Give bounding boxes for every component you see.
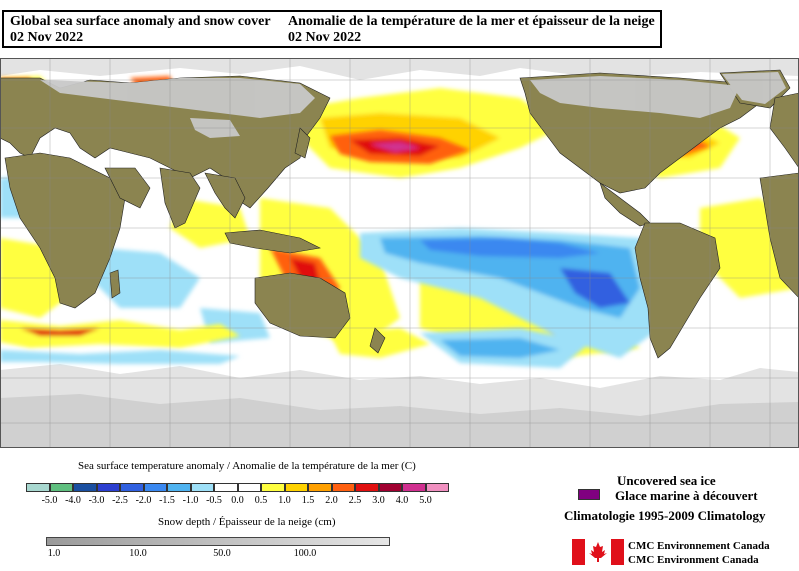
snow-legend-label: Snow depth / Épaisseur de la neige (cm)	[158, 516, 336, 528]
snow-cover	[40, 78, 315, 118]
sst-tick: 0.0	[231, 495, 244, 506]
sst-color-cell	[355, 483, 379, 492]
snow-tick: 10.0	[129, 548, 147, 559]
sst-color-cell	[261, 483, 285, 492]
ice-swatch	[578, 489, 600, 500]
sst-tick: 2.0	[325, 495, 338, 506]
sst-tick: -2.5	[112, 495, 128, 506]
snow-tick: 1.0	[47, 548, 61, 559]
sst-color-cell	[190, 483, 214, 492]
title-en: Global sea surface anomaly and snow cove…	[10, 14, 271, 29]
africa	[4, 152, 126, 309]
sst-color-cell	[284, 483, 308, 492]
climatology-label: Climatologie 1995-2009 Climatology	[564, 508, 766, 523]
madagascar	[109, 269, 121, 299]
sst-color-cell	[143, 483, 167, 492]
snow-tick: 100.0	[293, 548, 317, 559]
snow-layer	[40, 72, 786, 138]
sst-color-cell	[214, 483, 238, 492]
title-fr-date: 02 Nov 2022	[288, 30, 362, 45]
sst-anomaly-map	[0, 58, 799, 448]
title-fr: Anomalie de la température de la mer et …	[288, 14, 655, 29]
sst-tick: -4.0	[65, 495, 81, 506]
sst-tick: -3.0	[88, 495, 105, 506]
sst-color-cell	[331, 483, 355, 492]
europe-right	[769, 92, 799, 169]
credit-en: CMC Environment Canada	[628, 554, 759, 566]
canada-flag-icon	[572, 539, 624, 565]
sst-color-cell	[120, 483, 144, 492]
legend-area: Sea surface temperature anomaly / Anomal…	[0, 448, 799, 571]
anomaly-south-band	[20, 328, 100, 336]
sst-colorbar	[26, 483, 449, 493]
antarctic-ice-layer	[0, 364, 799, 448]
sst-color-cell	[26, 483, 50, 492]
sst-color-cell	[308, 483, 332, 492]
anomaly-hot-patch	[370, 142, 420, 152]
japan	[294, 127, 311, 159]
sst-color-cell	[425, 483, 449, 492]
sst-tick: -1.0	[182, 495, 199, 506]
sst-color-cell	[237, 483, 261, 492]
sst-tick: 2.5	[348, 495, 362, 506]
sst-color-cell	[402, 483, 426, 492]
sst-tick: 1.5	[301, 495, 315, 506]
sst-color-cell	[73, 483, 97, 492]
anomaly-south-band	[0, 350, 240, 364]
sst-color-cell	[167, 483, 191, 492]
snow-colorbar	[46, 537, 390, 546]
anomaly-south-band	[0, 320, 240, 348]
graticule	[0, 58, 799, 448]
sst-tick: 0.5	[254, 495, 268, 506]
credit-fr: CMC Environnement Canada	[628, 540, 770, 552]
indonesia	[224, 229, 321, 254]
sst-tick: -5.0	[41, 495, 58, 506]
title-box: Global sea surface anomaly and snow cove…	[2, 10, 662, 48]
sst-color-cell	[378, 483, 402, 492]
snow-cover	[530, 76, 740, 118]
title-en-date: 02 Nov 2022	[10, 30, 84, 45]
sst-tick: 1.0	[278, 495, 291, 506]
anomaly-cold-patch	[380, 236, 640, 318]
sst-tick: -2.0	[135, 495, 152, 506]
anomaly-cold-patch	[420, 238, 600, 258]
sst-tick: 5.0	[419, 495, 432, 506]
new-zealand	[369, 327, 386, 354]
ice-legend-fr: Glace marine à découvert	[615, 488, 758, 503]
antarctica	[0, 394, 799, 448]
ice-legend-en: Uncovered sea ice	[617, 473, 716, 488]
snow-tick: 50.0	[213, 548, 231, 559]
sst-tick: 3.0	[372, 495, 385, 506]
sst-color-cell	[96, 483, 120, 492]
sst-tick: -1.5	[159, 495, 175, 506]
sst-tick-row: -5.0 -4.0 -3.0 -2.5 -2.0 -1.5 -1.0 -0.5 0.0 0.5 1.…	[26, 495, 432, 507]
sst-tick: -0.5	[206, 495, 222, 506]
sst-legend-label: Sea surface temperature anomaly / Anomal…	[78, 460, 416, 472]
sst-color-cell	[49, 483, 73, 492]
sst-tick: 4.0	[395, 495, 409, 506]
